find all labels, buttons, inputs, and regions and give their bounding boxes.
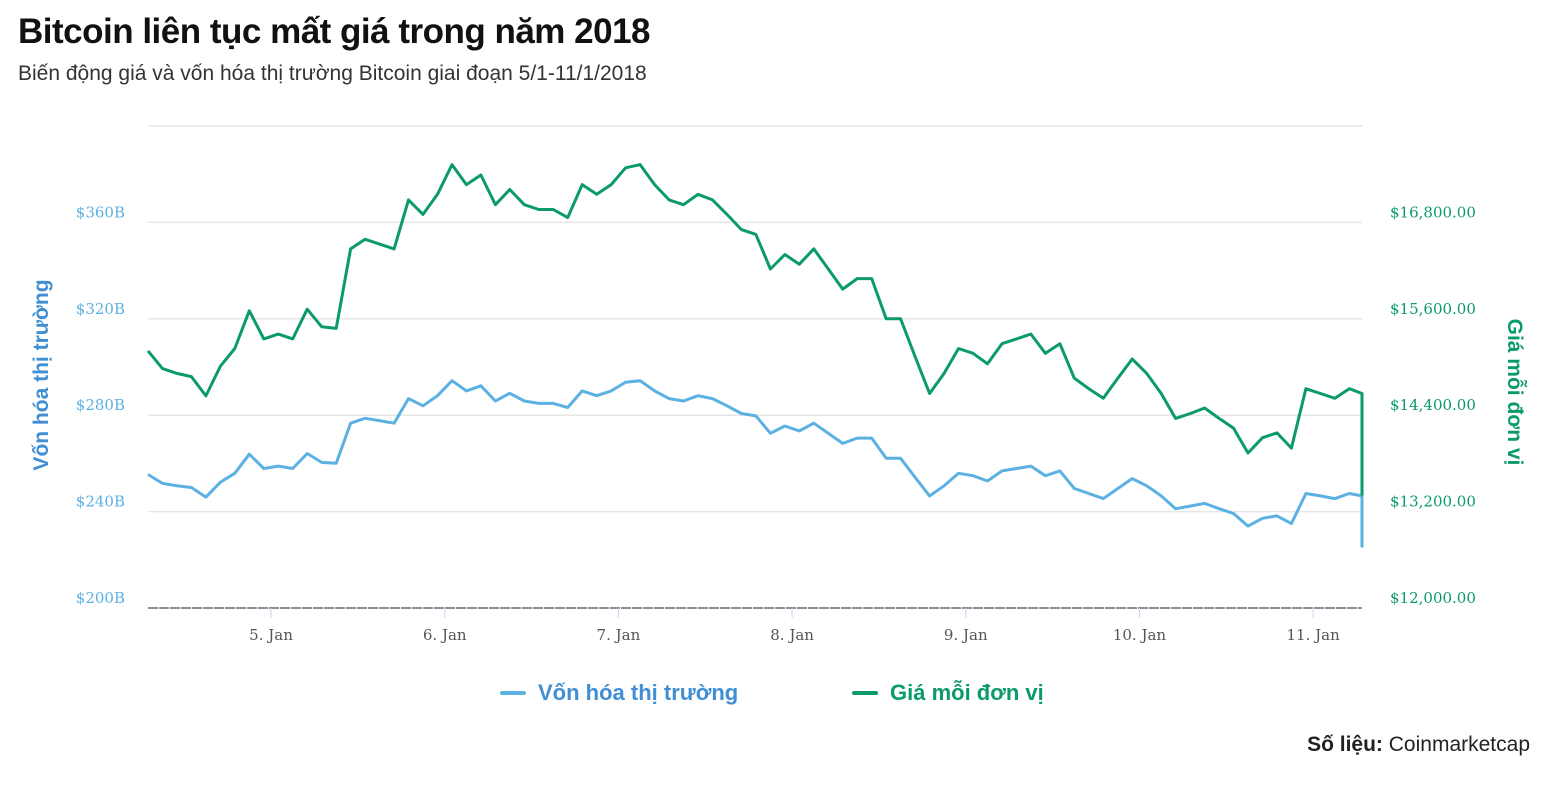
left-axis-title: Vốn hóa thị trường [30, 279, 53, 470]
source-label: Số liệu: [1307, 733, 1383, 756]
legend-label: Vốn hóa thị trường [538, 680, 739, 705]
legend-line-icon [852, 691, 878, 695]
source-value: Coinmarketcap [1388, 733, 1530, 756]
legend-label: Giá mỗi đơn vị [890, 680, 1044, 705]
left-axis-tick-label: $200B [76, 589, 125, 607]
legend-line-icon [500, 691, 526, 695]
x-axis-tick-label: 9. Jan [944, 626, 988, 644]
right-axis-tick-label: $13,200.00 [1390, 493, 1476, 511]
right-axis-title: Giá mỗi đơn vị [1503, 319, 1527, 466]
left-axis-tick-label: $360B [76, 203, 125, 221]
right-axis-tick-label: $14,400.00 [1390, 396, 1476, 414]
x-axis-tick-label: 7. Jan [597, 626, 641, 644]
left-axis-tick-label: $320B [76, 300, 125, 318]
x-axis-tick-label: 11. Jan [1287, 626, 1341, 644]
left-axis-tick-label: $280B [76, 396, 125, 414]
x-axis-tick-label: 10. Jan [1113, 626, 1167, 644]
x-axis-tick-label: 5. Jan [249, 626, 293, 644]
x-axis-tick-label: 6. Jan [423, 626, 467, 644]
legend-item-market-cap[interactable]: Vốn hóa thị trường [500, 680, 738, 706]
chart-title: Bitcoin liên tục mất giá trong năm 2018 [18, 12, 651, 51]
right-axis-tick-label: $12,000.00 [1390, 589, 1476, 607]
market-cap-line [147, 379, 1364, 548]
x-axis-tick-label: 8. Jan [770, 626, 814, 644]
source-note: Số liệu: Coinmarketcap [1307, 733, 1530, 757]
right-axis-tick-label: $16,800.00 [1390, 203, 1476, 221]
left-axis-tick-label: $240B [76, 493, 125, 511]
legend-item-price[interactable]: Giá mỗi đơn vị [852, 680, 1044, 706]
price-line [146, 163, 1364, 496]
chart-subtitle: Biến động giá và vốn hóa thị trường Bitc… [18, 62, 647, 85]
right-axis-tick-label: $15,600.00 [1390, 300, 1476, 318]
